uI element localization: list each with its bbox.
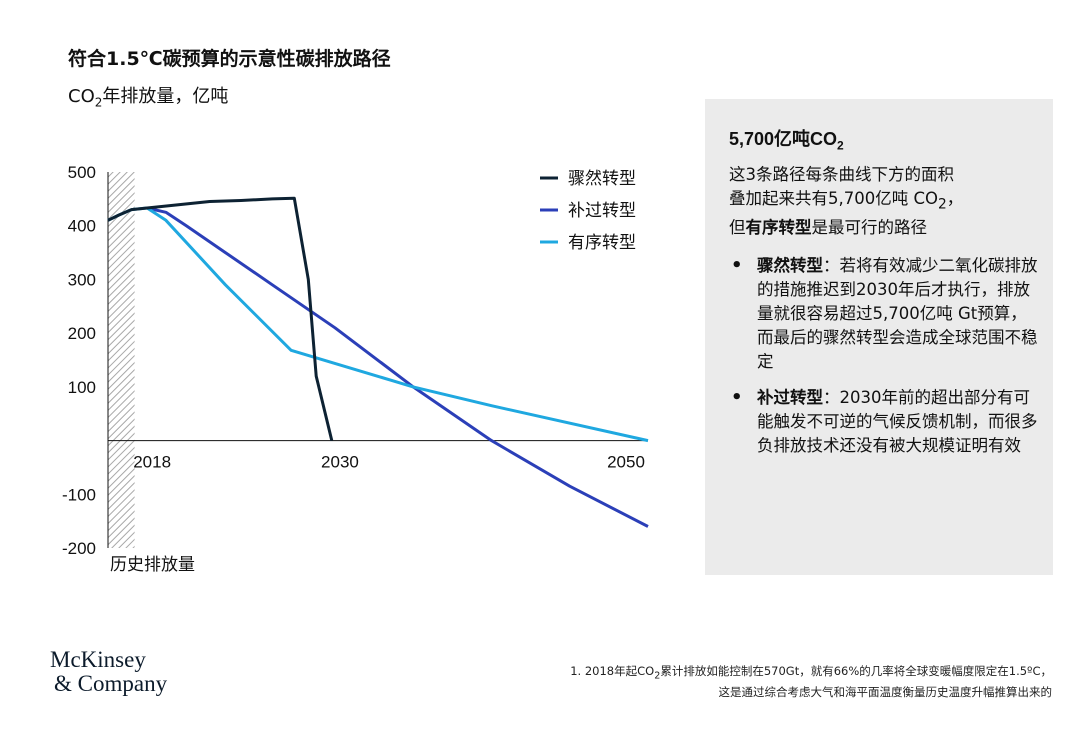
- bullet-abrupt: 骤然转型：若将有效减少二氧化碳排放的措施推迟到2030年后才执行，排放量就很容易…: [729, 254, 1041, 374]
- footnote-line-1-post: 累计排放如能控制在570Gt，就有66%的几率将全球变暖幅度限定在1.5ºC，: [660, 664, 1052, 678]
- chart-subtitle: CO2年排放量，亿吨: [68, 82, 228, 110]
- para-line-1: 这3条路径每条曲线下方的面积: [729, 165, 954, 184]
- panel-title-subscript: 2: [837, 138, 844, 153]
- y-tick-label: -200: [62, 539, 96, 558]
- logo-line-2: & Company: [54, 671, 168, 696]
- panel-title: 5,700亿吨CO2: [729, 125, 844, 153]
- para-line-2-end: ，: [946, 189, 964, 208]
- bullet-overshoot-title: 补过转型: [757, 388, 823, 408]
- y-tick-label: -100: [62, 485, 96, 504]
- logo-line-1: McKinsey: [50, 647, 146, 672]
- para-line-3-bold: 有序转型: [745, 218, 812, 238]
- legend-label: 有序转型: [568, 233, 636, 253]
- y-tick-label: 400: [68, 217, 96, 236]
- historical-band: [108, 172, 135, 548]
- footnote-line-2: 这是通过综合考虑大气和海平面温度衡量历史温度升幅推算出来的: [718, 685, 1053, 700]
- series-line-0: [107, 196, 334, 441]
- panel-bullets: 骤然转型：若将有效减少二氧化碳排放的措施推迟到2030年后才执行，排放量就很容易…: [729, 254, 1041, 458]
- bullet-overshoot: 补过转型：2030年前的超出部分有可能触发不可逆的气候反馈机制，而很多负排放技术…: [729, 386, 1041, 458]
- y-tick-label: 300: [68, 270, 96, 289]
- bullet-overshoot-text: ：2030年前的超出部分有可能触发不可逆的气候反馈机制，而很多负排放技术还没有被…: [757, 388, 1038, 456]
- para-line-3-pre: 但: [729, 218, 746, 238]
- subtitle-subscript: 2: [94, 95, 103, 110]
- x-tick-label: 2030: [321, 453, 359, 472]
- subtitle-prefix: CO: [68, 86, 95, 107]
- para-line-2: 叠加起来共有5,700亿吨 CO: [729, 189, 938, 208]
- panel-body: 这3条路径每条曲线下方的面积 叠加起来共有5,700亿吨 CO2， 但有序转型是…: [729, 163, 1041, 470]
- subtitle-suffix: 年排放量，亿吨: [102, 86, 229, 107]
- historical-band-label: 历史排放量: [110, 555, 195, 575]
- series-line-2: [107, 206, 649, 443]
- bullet-abrupt-text: ：若将有效减少二氧化碳排放的措施推迟到2030年后才执行，排放量就很容易超过5,…: [757, 256, 1038, 372]
- series-line-1: [146, 206, 649, 528]
- para-line-2-sub: 2: [938, 196, 947, 213]
- footnote-subscript: 2: [654, 670, 661, 682]
- footnote-line-1-pre: 1. 2018年起CO: [570, 664, 655, 678]
- legend-label: 补过转型: [568, 201, 636, 221]
- y-tick-label: 200: [68, 324, 96, 343]
- panel-paragraph: 这3条路径每条曲线下方的面积 叠加起来共有5,700亿吨 CO2， 但有序转型是…: [729, 163, 1041, 240]
- x-tick-label: 2018: [133, 453, 171, 472]
- x-tick-label: 2050: [607, 453, 645, 472]
- legend-label: 骤然转型: [568, 169, 636, 189]
- mckinsey-logo: McKinsey & Company: [50, 648, 167, 696]
- chart-title: 符合1.5℃碳预算的示意性碳排放路径: [68, 48, 391, 70]
- y-tick-label: 100: [68, 378, 96, 397]
- panel-title-text: 5,700亿吨CO: [729, 129, 838, 149]
- info-panel: 5,700亿吨CO2 这3条路径每条曲线下方的面积 叠加起来共有5,700亿吨 …: [705, 99, 1053, 575]
- footnote: 1. 2018年起CO2累计排放如能控制在570Gt，就有66%的几率将全球变暖…: [492, 663, 1052, 700]
- bullet-abrupt-title: 骤然转型: [757, 256, 823, 276]
- emission-pathway-chart: 历史排放量 500 400 300 200 100 -100 -200 2018 2030 205…: [62, 163, 649, 575]
- para-line-3-post: 是最可行的路径: [811, 218, 928, 238]
- y-tick-label: 500: [68, 163, 96, 182]
